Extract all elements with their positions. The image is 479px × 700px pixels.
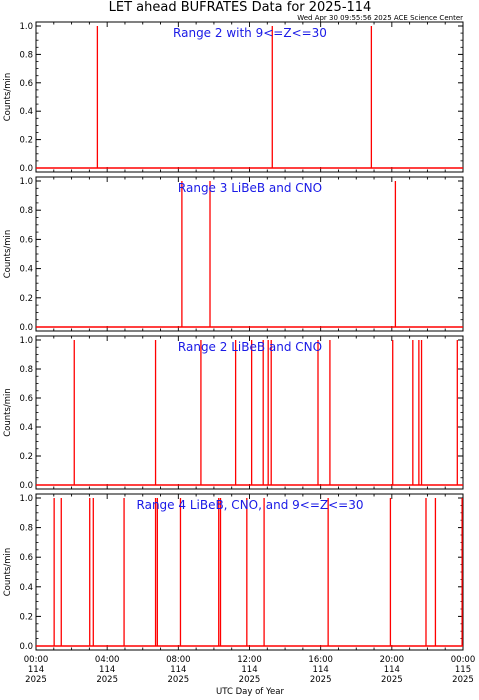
x-axis-label: UTC Day of Year [216,687,284,697]
y-tick-label: 0.2 [19,452,33,462]
panel-title: Range 4 LiBeB, CNO, and 9<=Z<=30 [137,498,364,512]
x-tick-label-day: 114 [313,665,329,675]
x-tick-label-time: 00:00 [24,655,49,665]
x-tick-label-day: 114 [99,665,115,675]
panel-title: Range 2 with 9<=Z<=30 [173,26,327,40]
y-tick-label: 1.0 [19,177,33,187]
x-tick-label-time: 12:00 [237,655,262,665]
panel-frame [35,335,464,490]
panel-2: 0.0 0.2 0.4 0.6 0.8 1.0 Counts/min Range 3 LiBe… [3,176,464,333]
y-tick-label: 0.2 [19,294,33,304]
x-tick-label-day: 114 [28,665,44,675]
panel-4: 0.0 0.2 0.4 0.6 0.8 1.0 Counts/min Range 4 LiBe… [3,493,464,652]
panel-title: Range 3 LiBeB and CNO [178,181,322,195]
y-tick-label: 0.0 [19,164,33,174]
panel-frame [35,176,464,332]
panel-1: 0.0 0.2 0.4 0.6 0.8 1.0 Counts/min Range 2 with… [3,21,464,174]
y-tick-label: 0.2 [19,136,33,146]
y-tick-label: 0.4 [19,583,33,593]
timestamp-stamp: Wed Apr 30 09:55:56 2025 ACE Science Cen… [297,14,463,22]
x-axis-group: 00:00114202504:00114202508:00114202512:0… [24,655,476,685]
x-tick-label-year: 2025 [310,675,332,685]
panel-frame [35,493,464,651]
x-tick-label-year: 2025 [25,675,47,685]
y-tick-label: 0.6 [19,394,33,404]
y-tick-label: 0.6 [19,79,33,89]
x-tick-label-year: 2025 [96,675,118,685]
y-tick-label: 0.4 [19,107,33,117]
x-tick-label-time: 08:00 [166,655,191,665]
y-tick-label: 1.0 [19,494,33,504]
y-tick-label: 1.0 [19,336,33,346]
panel-title: Range 2 LiBeB and CNO [178,340,322,354]
y-tick-label: 0.0 [19,642,33,652]
panel-frame [35,21,464,173]
y-tick-label: 0.2 [19,612,33,622]
x-tick-label-year: 2025 [381,675,403,685]
x-tick-label-time: 04:00 [95,655,120,665]
x-tick-label-day: 114 [384,665,400,675]
x-tick-label-year: 2025 [239,675,261,685]
x-tick-label-year: 2025 [452,675,474,685]
y-axis-label: Counts/min [3,230,13,279]
y-tick-label: 0.8 [19,50,33,60]
y-tick-label: 0.6 [19,235,33,245]
x-tick-label-year: 2025 [168,675,190,685]
y-tick-label: 0.8 [19,365,33,375]
y-tick-label: 0.4 [19,423,33,433]
y-tick-label: 0.6 [19,553,33,563]
panel-3: 0.0 0.2 0.4 0.6 0.8 1.0 Counts/min Range 2 LiBe… [3,335,464,491]
y-tick-label: 0.0 [19,481,33,491]
y-axis-label: Counts/min [3,548,13,597]
y-tick-label: 0.8 [19,206,33,216]
y-tick-label: 0.0 [19,323,33,333]
y-tick-label: 1.0 [19,22,33,32]
y-tick-label: 0.8 [19,524,33,534]
x-tick-label-time: 20:00 [380,655,405,665]
x-tick-label-day: 115 [455,665,471,675]
panels-group: 0.0 0.2 0.4 0.6 0.8 1.0 Counts/min Range 2 with… [3,21,464,652]
x-tick-label-time: 00:00 [451,655,476,665]
y-axis-label: Counts/min [3,73,13,122]
x-tick-label-time: 16:00 [308,655,333,665]
x-tick-label-day: 114 [241,665,257,675]
y-tick-label: 0.4 [19,265,33,275]
x-tick-label-day: 114 [170,665,186,675]
chart-title: LET ahead BUFRATES Data for 2025-114 [109,0,372,15]
y-axis-label: Counts/min [3,388,13,437]
